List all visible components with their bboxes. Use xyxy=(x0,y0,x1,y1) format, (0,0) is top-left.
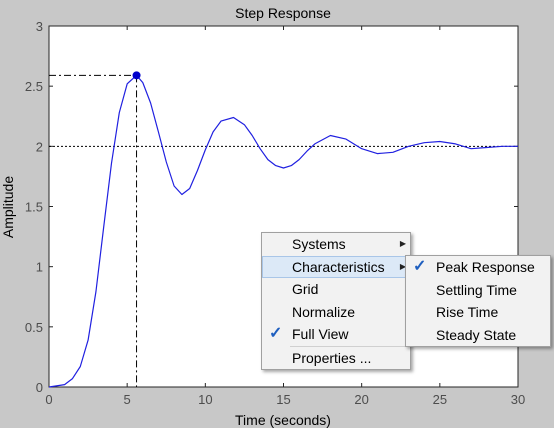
x-tick-label: 15 xyxy=(276,392,290,407)
y-tick-label: 2 xyxy=(36,139,43,154)
chart-title: Step Response xyxy=(235,5,331,21)
submenu-label-rise-time: Rise Time xyxy=(436,304,499,320)
menu-item-grid[interactable]: Grid xyxy=(262,278,410,301)
menu-label-full-view: Full View xyxy=(292,326,349,342)
submenu-label-peak-response: Peak Response xyxy=(436,259,535,275)
x-tick-label: 30 xyxy=(511,392,525,407)
x-tick-label: 5 xyxy=(124,392,131,407)
submenu-item-peak-response[interactable]: ✓ Peak Response xyxy=(406,256,550,279)
menu-item-normalize[interactable]: Normalize xyxy=(262,301,410,324)
submenu-item-settling-time[interactable]: Settling Time xyxy=(406,279,550,302)
y-tick-label: 0.5 xyxy=(25,320,43,335)
x-tick-label: 20 xyxy=(354,392,368,407)
reference-lines xyxy=(49,74,518,387)
peak-response-marker[interactable] xyxy=(132,71,141,80)
x-tick-label: 0 xyxy=(45,392,52,407)
menu-separator xyxy=(290,345,410,347)
y-tick-label: 1 xyxy=(36,260,43,275)
menu-item-full-view[interactable]: ✓ Full View xyxy=(262,323,410,346)
y-axis-label: Amplitude xyxy=(0,176,16,238)
menu-label-normalize: Normalize xyxy=(292,303,356,320)
x-tick-label: 10 xyxy=(198,392,212,407)
characteristics-submenu: ✓ Peak Response Settling Time Rise Time … xyxy=(405,255,551,347)
menu-label-grid: Grid xyxy=(292,281,319,297)
y-tick-label: 0 xyxy=(36,380,43,395)
submenu-label-steady-state: Steady State xyxy=(436,326,517,343)
axes-ticks: 0 5 10 15 20 25 30 0 0.5 1 1.5 2 2.5 3 xyxy=(25,19,525,407)
y-tick-label: 1.5 xyxy=(25,200,43,215)
submenu-arrow-icon: ▶ xyxy=(399,239,406,248)
submenu-item-rise-time[interactable]: Rise Time xyxy=(406,301,550,324)
submenu-item-steady-state[interactable]: Steady State xyxy=(406,324,550,347)
y-tick-label: 3 xyxy=(36,19,43,34)
check-icon: ✓ xyxy=(413,258,427,275)
menu-item-systems[interactable]: Systems ▶ xyxy=(262,233,410,256)
menu-label-properties: Properties ... xyxy=(292,349,372,366)
submenu-arrow-icon: ▶ xyxy=(399,261,406,271)
menu-item-properties[interactable]: Properties ... xyxy=(262,347,410,370)
x-axis-label: Time (seconds) xyxy=(235,412,331,428)
submenu-label-settling-time: Settling Time xyxy=(436,281,517,298)
menu-label-characteristics: Characteristics xyxy=(292,258,385,275)
x-tick-label: 25 xyxy=(433,392,447,407)
menu-item-characteristics[interactable]: Characteristics ▶ xyxy=(262,255,410,278)
step-response-line[interactable] xyxy=(48,74,518,388)
series-layer xyxy=(48,71,518,388)
check-icon: ✓ xyxy=(269,325,283,342)
menu-label-systems: Systems xyxy=(292,236,346,252)
context-menu: Systems ▶ Characteristics ▶ Grid Normali… xyxy=(261,232,411,370)
y-tick-label: 2.5 xyxy=(25,79,43,94)
